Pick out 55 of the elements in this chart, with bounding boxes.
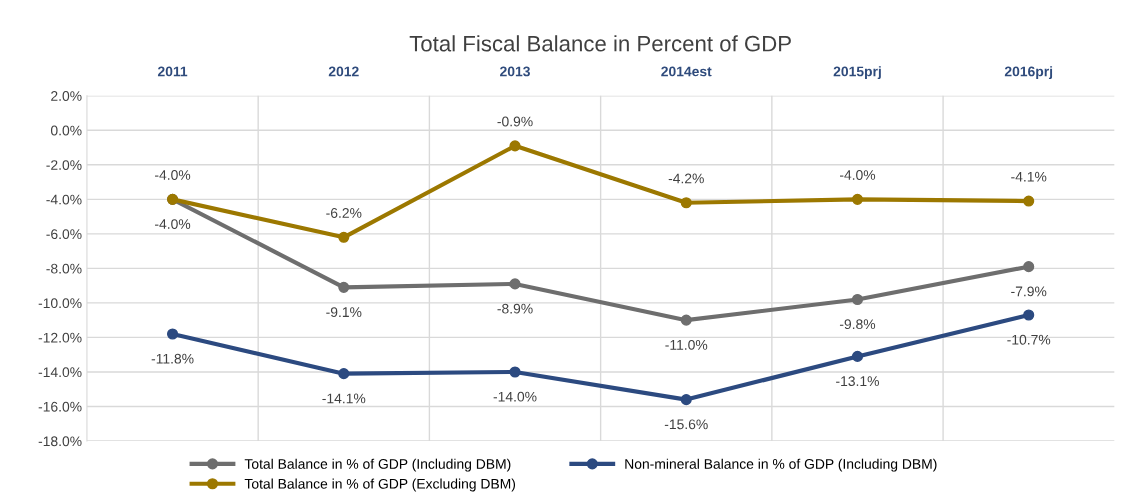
data-label: -11.0% <box>665 339 708 350</box>
data-label: -9.1% <box>326 307 362 318</box>
x-tick-label: 2015prj <box>833 66 881 80</box>
legend-label: Non-mineral Balance in % of GDP (Including DBM) <box>625 458 937 472</box>
data-label: -4.0% <box>839 170 876 180</box>
point <box>851 350 864 362</box>
data-label: -15.6% <box>664 419 708 430</box>
point <box>680 394 692 406</box>
point <box>851 193 864 205</box>
point <box>1023 309 1035 321</box>
point <box>680 197 692 209</box>
data-label: -4.0% <box>155 219 191 229</box>
data-label: -0.9% <box>497 116 533 127</box>
data-label: -14.0% <box>493 391 537 402</box>
point <box>338 281 350 293</box>
x-tick-label: 2016prj <box>1004 66 1053 80</box>
data-label: -10.7% <box>1007 334 1051 345</box>
point <box>1023 261 1035 273</box>
y-tick-label: -16.0% <box>38 401 82 412</box>
x-tick-label: 2014est <box>661 66 712 77</box>
y-tick-label: -10.0% <box>38 298 82 309</box>
data-label: -4.2% <box>668 173 704 184</box>
point <box>509 278 521 290</box>
data-label: -6.2% <box>326 208 362 218</box>
y-tick-label: -4.0% <box>46 194 82 205</box>
data-label: -9.8% <box>839 319 876 330</box>
y-tick-label: -6.0% <box>46 229 82 240</box>
point <box>680 314 692 326</box>
y-tick-label: -12.0% <box>38 332 82 343</box>
y-tick-label: 2.0% <box>51 91 82 101</box>
data-label: -4.0% <box>155 170 191 180</box>
data-label: -4.1% <box>1011 171 1047 182</box>
point <box>166 328 179 340</box>
point <box>509 366 521 378</box>
y-tick-label: -14.0% <box>38 367 82 378</box>
y-tick-label: -2.0% <box>46 160 82 170</box>
x-tick-label: 2013 <box>500 66 530 77</box>
y-tick-label: 0.0% <box>50 125 82 136</box>
point <box>338 231 350 243</box>
y-tick-label: -8.0% <box>46 263 82 274</box>
x-tick-label: 2011 <box>157 66 188 77</box>
legend-label: Total Balance in % of GDP (Excluding DBM) <box>244 478 516 492</box>
chart-title: Total Fiscal Balance in Percent of GDP <box>409 35 791 52</box>
data-label: -8.9% <box>497 303 533 314</box>
point <box>338 368 350 380</box>
data-label: -11.8% <box>151 353 194 364</box>
y-tick-label: -18.0% <box>38 436 82 447</box>
data-label: -13.1% <box>836 376 879 387</box>
data-label: -14.1% <box>322 393 366 404</box>
point <box>851 293 864 306</box>
point <box>1023 195 1035 207</box>
x-tick-label: 2012 <box>328 66 359 77</box>
point <box>509 140 521 152</box>
legend-label: Total Balance in % of GDP (Including DBM) <box>244 458 511 472</box>
data-label: -7.9% <box>1011 286 1047 297</box>
